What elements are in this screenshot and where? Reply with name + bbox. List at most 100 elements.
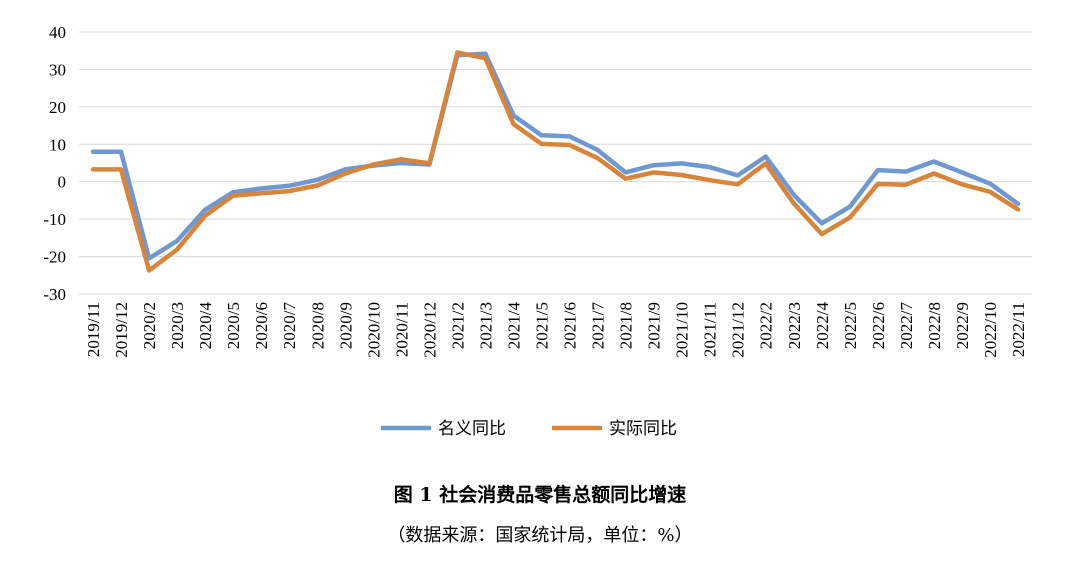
x-tick-label: 2022/3 xyxy=(785,302,804,349)
data-point xyxy=(848,216,852,220)
x-tick-label: 2021/5 xyxy=(532,302,551,349)
data-point xyxy=(203,208,207,212)
x-tick-label: 2019/11 xyxy=(84,302,103,357)
data-point xyxy=(623,170,628,174)
x-tick-label: 2021/2 xyxy=(448,302,467,349)
data-point xyxy=(231,190,235,194)
data-point xyxy=(119,150,123,154)
data-point xyxy=(680,173,684,177)
y-tick-label: -10 xyxy=(43,210,66,229)
data-point xyxy=(988,181,992,186)
data-point xyxy=(287,189,291,193)
x-tick-label: 2021/10 xyxy=(673,302,692,358)
data-point xyxy=(792,201,796,206)
x-tick-label: 2020/11 xyxy=(392,302,411,357)
data-point xyxy=(511,122,516,126)
data-point xyxy=(539,142,544,146)
data-point xyxy=(343,171,347,176)
data-point xyxy=(175,247,179,252)
data-point xyxy=(91,150,95,154)
data-point xyxy=(427,161,431,165)
data-point xyxy=(147,268,151,273)
data-point xyxy=(259,191,263,195)
y-tick-label: 0 xyxy=(58,173,67,192)
data-point xyxy=(708,165,712,169)
data-point xyxy=(820,232,824,236)
x-tick-label: 2020/4 xyxy=(196,302,215,350)
y-tick-label: 40 xyxy=(49,23,66,42)
x-tick-label: 2021/4 xyxy=(504,302,523,350)
data-point xyxy=(91,167,95,171)
data-point xyxy=(736,182,740,186)
y-tick-label: -20 xyxy=(43,248,66,267)
x-tick-label: 2020/8 xyxy=(308,302,327,349)
data-point xyxy=(175,239,179,243)
x-tick-label: 2022/9 xyxy=(953,302,972,349)
data-point xyxy=(1016,202,1020,206)
data-point xyxy=(399,157,403,161)
x-tick-label: 2021/6 xyxy=(561,302,580,349)
y-axis: 40 30 20 10 0 -10 -20 -30 xyxy=(43,23,66,304)
x-tick-label: 2021/9 xyxy=(645,302,664,349)
series-line-1 xyxy=(90,51,1021,261)
x-tick-label: 2022/11 xyxy=(1009,302,1028,357)
data-point xyxy=(399,161,403,165)
chart-subtitle: （数据来源：国家统计局，单位：%） xyxy=(387,525,693,546)
x-tick-label: 2020/5 xyxy=(224,302,243,349)
x-tick-label: 2020/9 xyxy=(336,302,355,349)
data-point xyxy=(231,193,235,198)
data-point xyxy=(623,177,628,181)
y-tick-label: 10 xyxy=(49,135,66,154)
legend-label: 名义同比 xyxy=(438,419,506,439)
data-point xyxy=(764,161,768,165)
data-point xyxy=(315,178,319,182)
data-point xyxy=(960,182,964,186)
x-tick-label: 2020/6 xyxy=(252,302,271,349)
x-tick-label: 2021/8 xyxy=(617,302,636,349)
data-point xyxy=(455,50,459,55)
data-point xyxy=(708,178,712,182)
x-tick-label: 2022/4 xyxy=(813,302,832,350)
data-point xyxy=(119,167,123,171)
legend: 名义同比 实际同比 xyxy=(381,419,677,439)
data-point xyxy=(567,143,572,147)
data-point xyxy=(932,159,936,164)
data-point xyxy=(876,168,880,172)
data-point xyxy=(904,183,908,187)
data-point xyxy=(736,173,740,177)
x-tick-label: 2021/12 xyxy=(729,302,748,358)
x-tick-label: 2020/10 xyxy=(364,302,383,358)
data-point xyxy=(567,134,572,139)
data-point xyxy=(1016,207,1020,212)
data-point xyxy=(595,148,600,152)
data-point xyxy=(511,113,516,118)
y-tick-label: 20 xyxy=(49,98,66,117)
data-point xyxy=(960,170,964,174)
x-tick-label: 2020/3 xyxy=(168,302,187,349)
data-point xyxy=(539,133,544,137)
data-point xyxy=(343,167,347,171)
data-point xyxy=(595,156,600,160)
data-point xyxy=(680,161,684,165)
series-line-2 xyxy=(90,50,1021,273)
data-point xyxy=(287,184,291,188)
data-point xyxy=(483,56,488,60)
x-tick-label: 2021/11 xyxy=(701,302,720,357)
data-point xyxy=(792,193,796,197)
y-tick-label: -30 xyxy=(43,285,66,304)
data-point xyxy=(764,155,768,159)
x-tick-label: 2022/10 xyxy=(981,302,1000,358)
legend-label: 实际同比 xyxy=(609,419,677,439)
data-point xyxy=(203,214,207,218)
x-tick-label: 2020/7 xyxy=(280,302,299,350)
x-tick-label: 2021/3 xyxy=(476,302,495,349)
chart-title: 图 1 社会消费品零售总额同比增速 xyxy=(393,484,687,506)
x-tick-label: 2020/2 xyxy=(140,302,159,349)
x-tick-label: 2019/12 xyxy=(112,302,131,358)
x-tick-label: 2022/2 xyxy=(757,302,776,349)
gridlines xyxy=(79,31,1032,295)
data-point xyxy=(848,205,852,209)
data-point xyxy=(820,221,824,225)
x-tick-label: 2022/8 xyxy=(925,302,944,349)
